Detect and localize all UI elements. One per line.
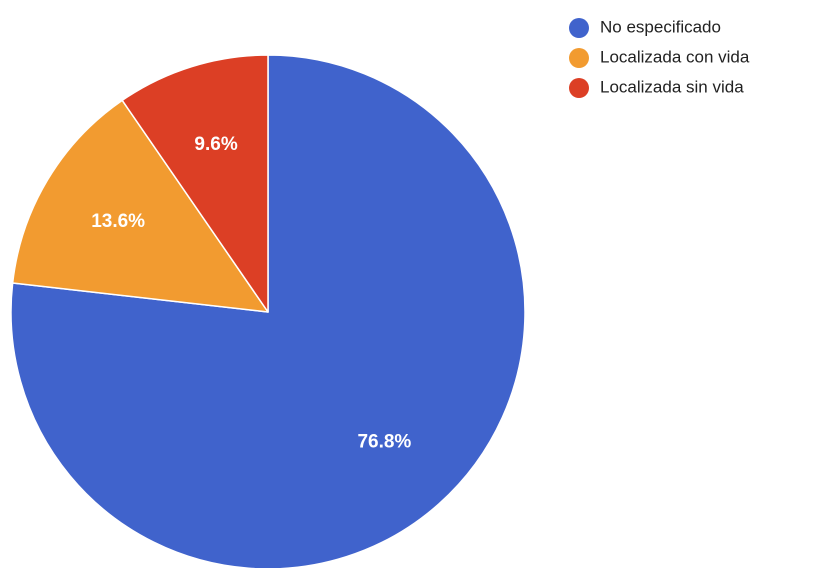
legend-item-localizada-con-vida[interactable]: Localizada con vida: [569, 47, 750, 68]
legend: No especificado Localizada con vida Locali…: [569, 17, 750, 98]
legend-item-localizada-sin-vida[interactable]: Localizada sin vida: [569, 77, 744, 98]
legend-label: No especificado: [600, 17, 721, 36]
legend-swatch: [569, 78, 589, 98]
slice-value-label: 9.6%: [194, 134, 237, 155]
pie-slice-localizada-con-vida[interactable]: [11, 99, 269, 313]
pie-slices: [10, 54, 526, 568]
legend-swatch: [569, 48, 589, 68]
slice-value-label: 13.6%: [91, 211, 145, 232]
pie-slice-labels: 76.8% 13.6% 9.6%: [91, 134, 411, 452]
pie-slice-localizada-sin-vida[interactable]: [121, 54, 269, 313]
legend-label: Localizada sin vida: [600, 77, 744, 96]
legend-swatch: [569, 18, 589, 38]
slice-value-label: 76.8%: [357, 431, 411, 452]
legend-label: Localizada con vida: [600, 47, 750, 66]
pie-slice-no-especificado[interactable]: [10, 54, 526, 568]
legend-item-no-especificado[interactable]: No especificado: [569, 17, 721, 38]
